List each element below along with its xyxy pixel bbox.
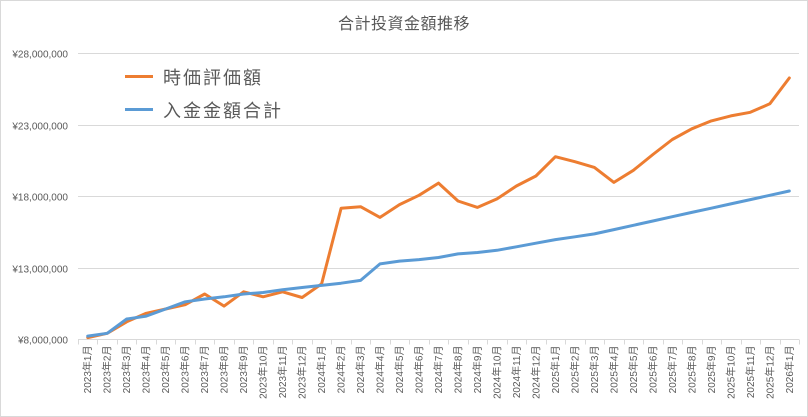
x-tick-label: 2023年4月 <box>140 346 153 394</box>
x-tick-label: 2024年2月 <box>335 346 348 394</box>
x-tick-label: 2023年9月 <box>237 346 250 394</box>
y-axis: ¥8,000,000 ¥13,000,000 ¥18,000,000 ¥23,000,… <box>11 50 68 347</box>
x-tick-label: 2023年11月 <box>276 346 289 399</box>
x-tick-label: 2024年10月 <box>490 346 503 399</box>
y-tick-label: ¥23,000,000 <box>11 122 68 133</box>
x-tick-label: 2023年12月 <box>296 346 309 399</box>
x-tick-label: 2025年5月 <box>627 346 640 394</box>
x-tick-label: 2024年11月 <box>510 346 523 399</box>
y-tick-label: ¥13,000,000 <box>11 265 68 276</box>
x-tick-label: 2025年6月 <box>646 346 659 394</box>
y-tick-label: ¥18,000,000 <box>11 193 68 204</box>
legend-label: 時価評価額 <box>163 67 263 89</box>
x-tick-label: 2025年12月 <box>763 346 776 399</box>
legend-item-total-deposit: 入金金額合計 <box>125 93 283 126</box>
legend: 時価評価額 入金金額合計 <box>125 60 283 126</box>
x-tick-label: 2025年4月 <box>607 346 620 394</box>
x-tick-label: 2026年1月 <box>783 346 796 394</box>
x-tick-label: 2023年8月 <box>218 346 231 394</box>
x-tick-label: 2023年2月 <box>101 346 114 394</box>
series-line-market-value <box>86 76 791 340</box>
x-tick-label: 2024年9月 <box>471 346 484 394</box>
x-tick-label: 2025年9月 <box>705 346 718 394</box>
x-tick-label: 2024年3月 <box>354 346 367 394</box>
legend-item-market-value: 時価評価額 <box>125 60 283 93</box>
x-tick-label: 2024年5月 <box>393 346 406 394</box>
x-tick-label: 2023年1月 <box>81 346 94 394</box>
x-tick-label: 2025年8月 <box>685 346 698 394</box>
x-tick-label: 2025年1月 <box>549 346 562 394</box>
x-tick-label: 2023年6月 <box>179 346 192 394</box>
x-tick-label: 2024年12月 <box>529 346 542 399</box>
x-tick-label: 2025年2月 <box>568 346 581 394</box>
x-tick-label: 2024年7月 <box>432 346 445 394</box>
x-tick-label: 2025年10月 <box>724 346 737 399</box>
series-line-total-deposit <box>86 189 791 338</box>
x-tick-label: 2024年8月 <box>451 346 464 394</box>
legend-line-icon <box>125 108 153 111</box>
x-tick-label: 2023年7月 <box>198 346 211 394</box>
y-tick-label: ¥28,000,000 <box>11 50 68 61</box>
x-tick-label: 2023年10月 <box>257 346 270 399</box>
x-axis: 2023年1月 2023年2月 2023年3月 2023年4月 2023年5月 2023年… <box>78 339 800 399</box>
x-tick-label: 2025年7月 <box>666 346 679 394</box>
y-tick-label: ¥8,000,000 <box>17 336 68 347</box>
data-series <box>86 76 791 340</box>
legend-line-icon <box>125 75 153 78</box>
x-tick-label: 2025年11月 <box>744 346 757 399</box>
x-tick-label: 2025年3月 <box>588 346 601 394</box>
legend-label: 入金金額合計 <box>163 100 283 122</box>
chart-title: 合計投資金額推移 <box>337 14 470 33</box>
x-tick-label: 2024年4月 <box>374 346 387 394</box>
x-tick-label: 2023年5月 <box>159 346 172 394</box>
x-tick-label: 2024年6月 <box>413 346 426 394</box>
x-tick-label: 2023年3月 <box>120 346 133 394</box>
x-tick-label: 2024年1月 <box>315 346 328 394</box>
gridlines <box>78 53 799 269</box>
